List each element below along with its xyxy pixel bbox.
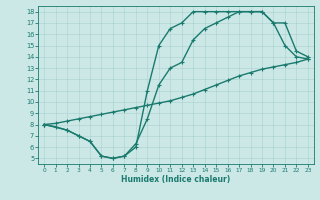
X-axis label: Humidex (Indice chaleur): Humidex (Indice chaleur) bbox=[121, 175, 231, 184]
